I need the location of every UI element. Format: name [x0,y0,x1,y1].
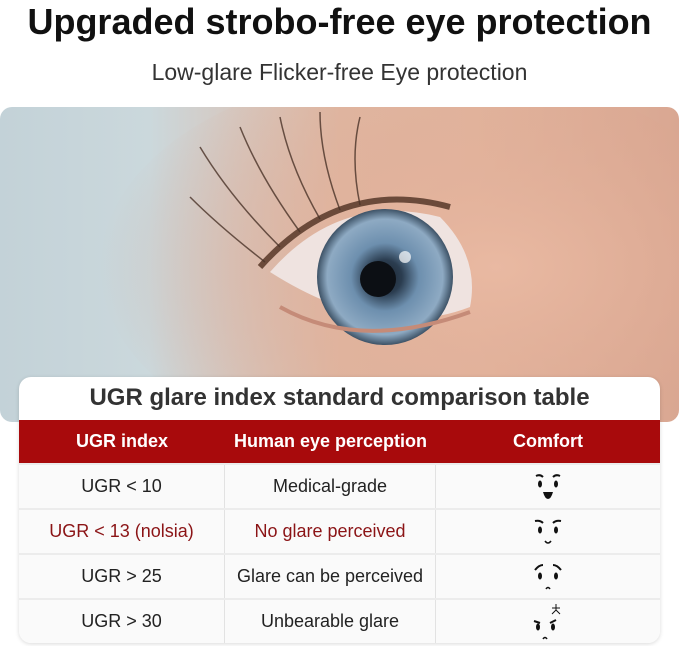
ugr-index-cell: UGR > 25 [81,566,162,586]
table-row: UGR > 25 Glare can be perceived [19,553,660,598]
angry-face-icon [533,603,561,639]
ugr-index-cell: UGR < 10 [81,476,162,496]
smile-face-icon [534,519,562,544]
column-header-comfort: Comfort [513,431,583,451]
perception-cell: Glare can be perceived [236,566,424,586]
table-header: UGR index Human eye perception Comfort [19,420,660,463]
table-title: UGR glare index standard comparison tabl… [89,384,590,411]
page-title: Upgraded strobo-free eye protection [27,1,652,42]
perception-cell: No glare perceived [254,521,406,541]
worried-face-icon [534,563,562,589]
page-title-container: Upgraded strobo-free eye protection [0,0,679,46]
ugr-comparison-table: UGR glare index standard comparison tabl… [19,377,660,643]
page-subtitle-container: Low-glare Flicker-free Eye protection [0,57,679,87]
perception-cell: Medical-grade [272,476,388,496]
ugr-index-cell: UGR < 13 (nolsia) [49,521,194,541]
table-row: UGR < 13 (nolsia) No glare perceived [19,508,660,553]
table-row: UGR > 30 Unbearable glare [19,598,660,643]
ugr-index-cell: UGR > 30 [81,611,162,631]
happy-face-icon [535,473,561,499]
perception-cell: Unbearable glare [260,611,400,631]
column-header-perception: Human eye perception [233,431,428,451]
page-subtitle: Low-glare Flicker-free Eye protection [151,59,528,85]
column-header-ugr-index: UGR index [75,431,168,451]
eye-photo [0,107,679,422]
table-row: UGR < 10 Medical-grade [19,463,660,508]
table-title-container: UGR glare index standard comparison tabl… [19,377,660,420]
